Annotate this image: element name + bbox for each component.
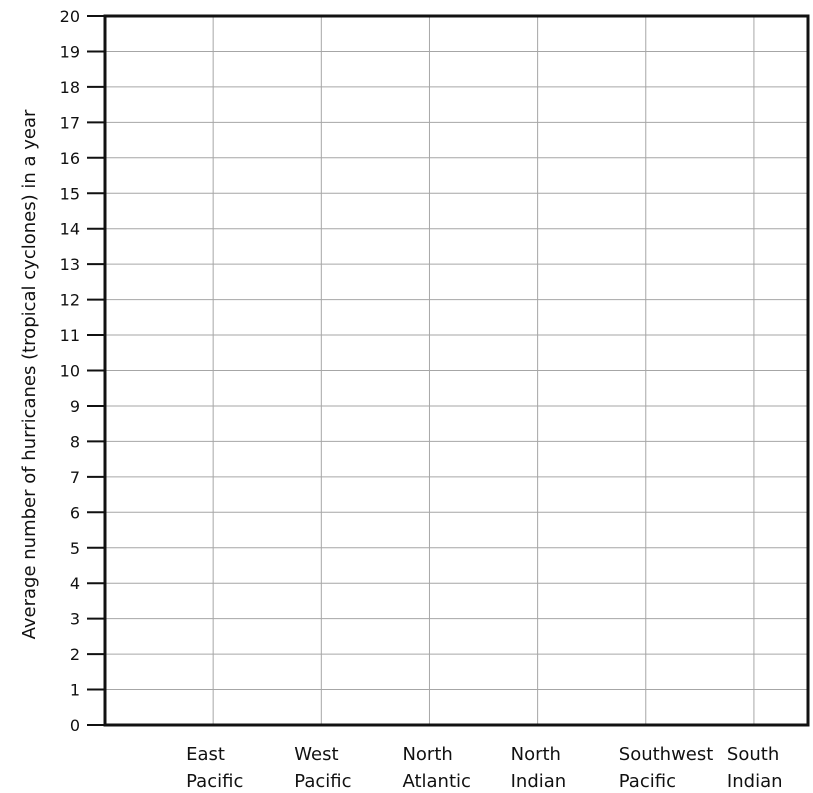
y-tick-label: 12	[60, 291, 80, 310]
y-tick-label: 17	[60, 113, 80, 132]
y-tick-label: 10	[60, 362, 80, 381]
y-tick-label: 11	[60, 326, 80, 345]
x-category-label: West Pacific	[294, 744, 351, 792]
y-tick-label: 4	[70, 574, 80, 593]
x-axis-category-labels: East Pacific West Pacific North Atlantic North…	[186, 744, 782, 792]
y-tick-label: 19	[60, 42, 80, 61]
y-tick-label: 20	[60, 7, 80, 26]
y-tick-label: 16	[60, 149, 80, 168]
x-category-label: North Atlantic	[402, 744, 470, 792]
y-tick-label: 3	[70, 610, 80, 629]
y-tick-label: 5	[70, 539, 80, 558]
y-tick-label: 6	[70, 503, 80, 522]
y-tick-label: 15	[60, 184, 80, 203]
y-axis-title: Average number of hurricanes (tropical c…	[19, 109, 40, 639]
y-tick-label: 9	[70, 397, 80, 416]
y-tick-label: 14	[60, 220, 80, 239]
y-tick-label: 7	[70, 468, 80, 487]
y-tick-label: 18	[60, 78, 80, 97]
grid-layer	[105, 15, 808, 726]
y-tick-label: 1	[70, 681, 80, 700]
x-category-label: East Pacific	[186, 744, 243, 792]
y-tick-label: 2	[70, 645, 80, 664]
y-tick-label: 13	[60, 255, 80, 274]
y-tick-label: 8	[70, 432, 80, 451]
x-category-label: South Indian	[727, 744, 783, 792]
x-category-label: Southwest Pacific	[619, 744, 714, 792]
y-tick-label: 0	[70, 716, 80, 735]
x-category-label: North Indian	[511, 744, 567, 792]
plot-frame	[103, 14, 810, 727]
